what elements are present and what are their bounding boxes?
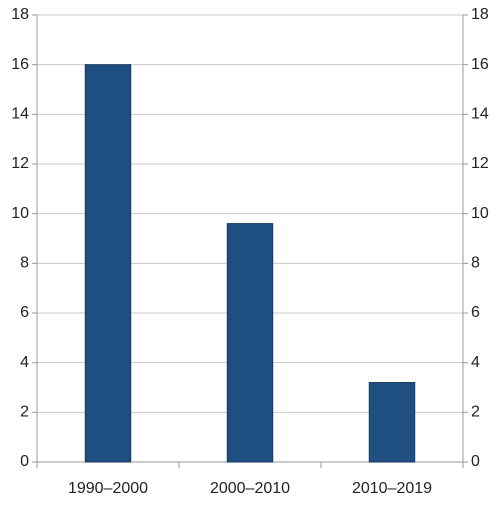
y2-tick-label: 2 (471, 404, 480, 421)
y2-tick-label: 0 (471, 453, 480, 470)
x-tick-label: 1990–2000 (68, 480, 148, 497)
y-tick-label: 16 (11, 56, 29, 73)
y-tick-label: 6 (20, 304, 29, 321)
y-tick-label: 4 (20, 354, 29, 371)
x-tick-label: 2000–2010 (210, 480, 290, 497)
y2-tick-label: 10 (471, 205, 489, 222)
bar (226, 223, 274, 463)
y-tick-label: 8 (20, 255, 29, 272)
y-tick-label: 14 (11, 106, 29, 123)
y-tick-label: 10 (11, 205, 29, 222)
y2-tick-label: 14 (471, 106, 489, 123)
y2-tick-label: 12 (471, 155, 489, 172)
bar (368, 382, 416, 463)
y-tick-label: 2 (20, 404, 29, 421)
y-tick-label: 0 (20, 453, 29, 470)
y2-tick-label: 16 (471, 56, 489, 73)
y-tick-label: 12 (11, 155, 29, 172)
y-tick-label: 18 (11, 6, 29, 23)
bar (84, 64, 132, 463)
y2-tick-label: 18 (471, 6, 489, 23)
y2-tick-label: 6 (471, 304, 480, 321)
x-tick-label: 2010–2019 (352, 480, 432, 497)
y2-tick-label: 8 (471, 255, 480, 272)
y2-tick-label: 4 (471, 354, 480, 371)
